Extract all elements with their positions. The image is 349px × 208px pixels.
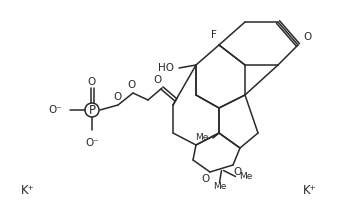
Text: O: O	[88, 77, 96, 87]
Text: O: O	[128, 80, 136, 90]
Text: O: O	[234, 167, 242, 177]
Text: K⁺: K⁺	[21, 183, 35, 197]
Text: O: O	[201, 174, 209, 184]
Text: O⁻: O⁻	[85, 138, 99, 148]
Text: O: O	[153, 75, 161, 85]
Text: HO: HO	[158, 63, 174, 73]
Text: O: O	[304, 32, 312, 42]
Text: O: O	[113, 92, 121, 102]
Text: Me: Me	[195, 134, 208, 142]
Text: O⁻: O⁻	[48, 105, 62, 115]
Text: F: F	[211, 30, 217, 40]
Text: K⁺: K⁺	[303, 183, 317, 197]
Text: Me: Me	[213, 182, 226, 191]
Text: P: P	[89, 104, 96, 116]
Text: Me: Me	[239, 172, 253, 181]
